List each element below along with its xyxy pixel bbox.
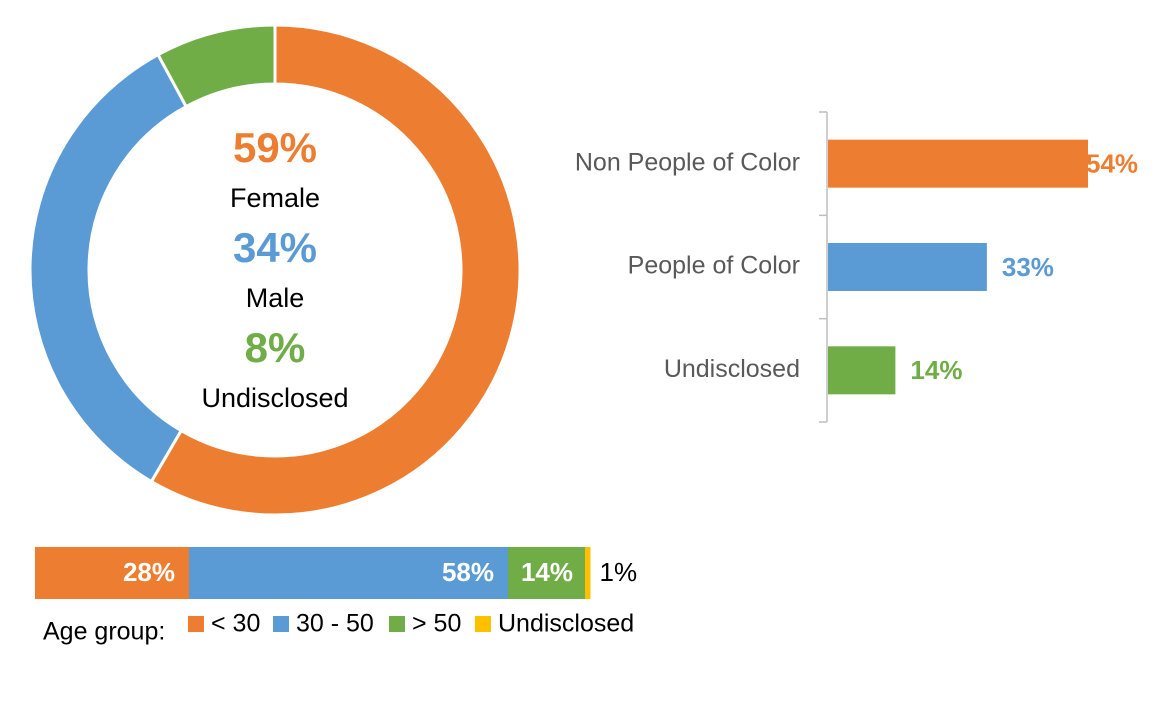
stack-segment	[35, 547, 189, 599]
stack-segment	[585, 547, 591, 599]
stack-segment	[508, 547, 585, 599]
bar	[828, 139, 1088, 188]
donut-center-label: Undisclosed	[201, 383, 348, 413]
donut-slice-female	[149, 23, 522, 517]
stack-segment-label: 14%	[521, 557, 573, 587]
legend-swatch	[475, 616, 491, 632]
bar	[828, 243, 987, 291]
category-label: Non People of Color	[575, 148, 800, 176]
bar-value-label: 14%	[910, 355, 962, 385]
legend-entry-label: 30 - 50	[296, 610, 374, 638]
donut-slice-male	[28, 52, 189, 484]
stack-segment-label: 1%	[600, 557, 638, 587]
stack-segment-label: 28%	[123, 557, 175, 587]
bar-value-label: 54%	[1086, 149, 1138, 179]
age-stacked-bar-chart: 28% 58% 14% 1% Age group: < 30 30 - 50 > 50 Undi…	[35, 547, 637, 646]
legend-entry-label: > 50	[412, 610, 461, 638]
donut-center-label: Male	[246, 283, 305, 313]
bar-value-label: 33%	[1002, 252, 1054, 282]
donut-center-value: 34%	[233, 224, 317, 271]
category-label: Undisclosed	[664, 355, 800, 383]
legend-swatch	[273, 616, 289, 632]
donut-slice-undisclosed	[156, 23, 277, 109]
legend-swatch	[389, 616, 405, 632]
gender-donut-chart: 59% Female 34% Male 8% Undisclosed	[28, 23, 522, 517]
legend-entry-label: < 30	[211, 610, 260, 638]
legend-swatch	[188, 616, 204, 632]
stack-segment-label: 58%	[442, 557, 494, 587]
ethnicity-bar-chart: Non People of Color 54% People of Color 33%…	[575, 111, 1138, 423]
bar	[828, 346, 896, 395]
legend-title: Age group:	[43, 618, 165, 646]
legend-entry-label: Undisclosed	[498, 610, 634, 638]
donut-center-value: 8%	[245, 324, 306, 371]
donut-center-value: 59%	[233, 124, 317, 171]
donut-center-label: Female	[230, 183, 320, 213]
stack-segment	[189, 547, 508, 599]
category-label: People of Color	[628, 252, 800, 280]
